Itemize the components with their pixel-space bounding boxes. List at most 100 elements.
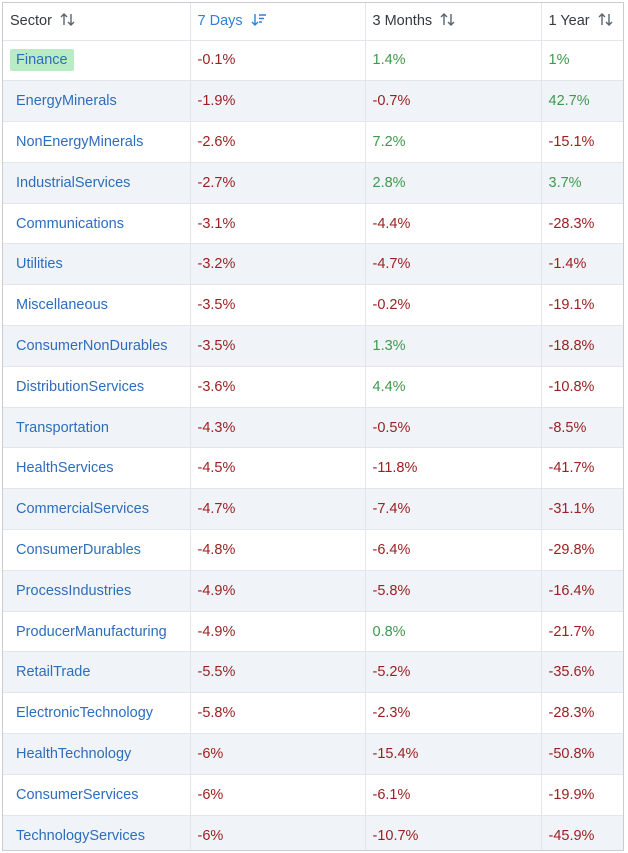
sector-link[interactable]: EnergyMinerals (16, 93, 117, 110)
table-row[interactable]: Utilities -3.2% -4.7% -1.4% (3, 243, 623, 286)
sector-link[interactable]: HealthTechnology (16, 745, 132, 762)
change-3-months-cell: -6.4% (365, 529, 542, 571)
table-row[interactable]: CommercialServices -4.7% -7.4% -31.1% (3, 488, 623, 531)
sector-link[interactable]: Finance (10, 49, 74, 72)
sector-link[interactable]: Miscellaneous (16, 297, 108, 314)
change-7-days-cell: -2.6% (190, 121, 366, 163)
table-row[interactable]: ProcessIndustries -4.9% -5.8% -16.4% (3, 570, 623, 612)
sector-link[interactable]: Transportation (16, 419, 109, 436)
change-value: -0.5% (372, 419, 411, 436)
table-row[interactable]: ConsumerNonDurables -3.5% 1.3% -18.8% (3, 325, 623, 367)
table-row[interactable]: Transportation -4.3% -0.5% -8.5% (3, 407, 623, 449)
column-header-7-days[interactable]: 7 Days (190, 3, 366, 41)
change-value: 1.4% (372, 52, 406, 69)
sector-link[interactable]: ProducerManufacturing (16, 623, 167, 640)
sector-link[interactable]: HealthServices (16, 460, 114, 477)
sector-link[interactable]: IndustrialServices (16, 174, 131, 191)
change-value: -4.9% (197, 582, 236, 599)
table-body: Finance -0.1% 1.4% 1% EnergyMinerals -1.9% -0.… (3, 40, 623, 850)
change-value: -3.6% (197, 378, 236, 395)
sector-cell: TechnologyServices (3, 815, 191, 850)
sector-link[interactable]: CommercialServices (16, 501, 149, 518)
sector-link[interactable]: ProcessIndustries (16, 582, 132, 599)
change-7-days-cell: -3.5% (190, 284, 366, 327)
change-value: -19.9% (548, 786, 595, 803)
sector-cell: ProcessIndustries (3, 570, 191, 612)
change-value: -0.2% (372, 297, 411, 314)
sector-link[interactable]: ConsumerServices (16, 786, 139, 803)
table-row[interactable]: Finance -0.1% 1.4% 1% (3, 40, 623, 82)
change-value: -4.7% (197, 501, 236, 518)
table-row[interactable]: HealthTechnology -6% -15.4% -50.8% (3, 733, 623, 775)
change-7-days-cell: -1.9% (190, 80, 366, 123)
sector-cell: ProducerManufacturing (3, 611, 191, 653)
change-3-months-cell: -11.8% (365, 447, 542, 490)
change-3-months-cell: -0.7% (365, 80, 542, 123)
change-value: 42.7% (548, 93, 590, 110)
change-3-months-cell: -7.4% (365, 488, 542, 531)
table-row[interactable]: HealthServices -4.5% -11.8% -41.7% (3, 447, 623, 490)
change-value: -16.4% (548, 582, 595, 599)
change-3-months-cell: 4.4% (365, 366, 542, 408)
sector-link[interactable]: NonEnergyMinerals (16, 133, 144, 150)
change-value: -35.6% (548, 664, 595, 681)
sector-link[interactable]: ConsumerNonDurables (16, 337, 168, 354)
change-value: 7.2% (372, 133, 406, 150)
change-value: -1.9% (197, 93, 236, 110)
change-value: -10.7% (372, 827, 419, 844)
change-value: -50.8% (548, 745, 595, 762)
sort-both-icon[interactable] (60, 12, 76, 31)
change-value: -5.8% (372, 582, 411, 599)
change-value: -3.1% (197, 215, 236, 232)
sort-both-icon[interactable] (440, 12, 456, 31)
sector-cell: ElectronicTechnology (3, 692, 191, 735)
table-row[interactable]: NonEnergyMinerals -2.6% 7.2% -15.1% (3, 121, 623, 163)
sort-descending-icon[interactable] (251, 12, 267, 31)
sector-link[interactable]: TechnologyServices (16, 827, 145, 844)
sector-link[interactable]: Utilities (16, 256, 63, 273)
change-1-year-cell: -21.7% (541, 611, 623, 653)
sector-link[interactable]: DistributionServices (16, 378, 145, 395)
change-7-days-cell: -0.1% (190, 40, 366, 82)
column-header-sector[interactable]: Sector (3, 3, 191, 41)
table-row[interactable]: ConsumerServices -6% -6.1% -19.9% (3, 774, 623, 816)
change-value: -10.8% (548, 378, 595, 395)
change-1-year-cell: -10.8% (541, 366, 623, 408)
table-row[interactable]: EnergyMinerals -1.9% -0.7% 42.7% (3, 80, 623, 123)
table-row[interactable]: IndustrialServices -2.7% 2.8% 3.7% (3, 162, 623, 204)
change-value: -28.3% (548, 215, 595, 232)
table-row[interactable]: Miscellaneous -3.5% -0.2% -19.1% (3, 284, 623, 327)
change-value: -15.1% (548, 133, 595, 150)
column-header-1-year[interactable]: 1 Year (541, 3, 623, 41)
sector-cell: DistributionServices (3, 366, 191, 408)
column-header-label: 1 Year (548, 12, 590, 29)
table-row[interactable]: TechnologyServices -6% -10.7% -45.9% (3, 815, 623, 850)
table-row[interactable]: DistributionServices -3.6% 4.4% -10.8% (3, 366, 623, 408)
table-row[interactable]: ProducerManufacturing -4.9% 0.8% -21.7% (3, 611, 623, 653)
table-row[interactable]: ElectronicTechnology -5.8% -2.3% -28.3% (3, 692, 623, 735)
change-value: 1% (548, 52, 570, 69)
table-row[interactable]: RetailTrade -5.5% -5.2% -35.6% (3, 651, 623, 694)
change-value: -4.7% (372, 256, 411, 273)
table-row[interactable]: ConsumerDurables -4.8% -6.4% -29.8% (3, 529, 623, 571)
sector-link[interactable]: Communications (16, 215, 124, 232)
change-1-year-cell: -18.8% (541, 325, 623, 367)
change-value: -4.5% (197, 460, 236, 477)
change-7-days-cell: -5.5% (190, 651, 366, 694)
sector-cell: Utilities (3, 243, 191, 286)
change-value: -3.2% (197, 256, 236, 273)
sort-both-icon[interactable] (598, 12, 614, 31)
change-7-days-cell: -5.8% (190, 692, 366, 735)
change-1-year-cell: -41.7% (541, 447, 623, 490)
sector-link[interactable]: ElectronicTechnology (16, 705, 154, 722)
table-row[interactable]: Communications -3.1% -4.4% -28.3% (3, 203, 623, 245)
sector-link[interactable]: ConsumerDurables (16, 541, 141, 558)
change-3-months-cell: -2.3% (365, 692, 542, 735)
sector-link[interactable]: RetailTrade (16, 664, 91, 681)
change-1-year-cell: -29.8% (541, 529, 623, 571)
column-header-3-months[interactable]: 3 Months (365, 3, 542, 41)
change-value: -6% (197, 745, 224, 762)
change-value: -4.9% (197, 623, 236, 640)
sector-cell: HealthTechnology (3, 733, 191, 775)
header-row: Sector 7 Days 3 Months 1 Year (3, 3, 623, 41)
